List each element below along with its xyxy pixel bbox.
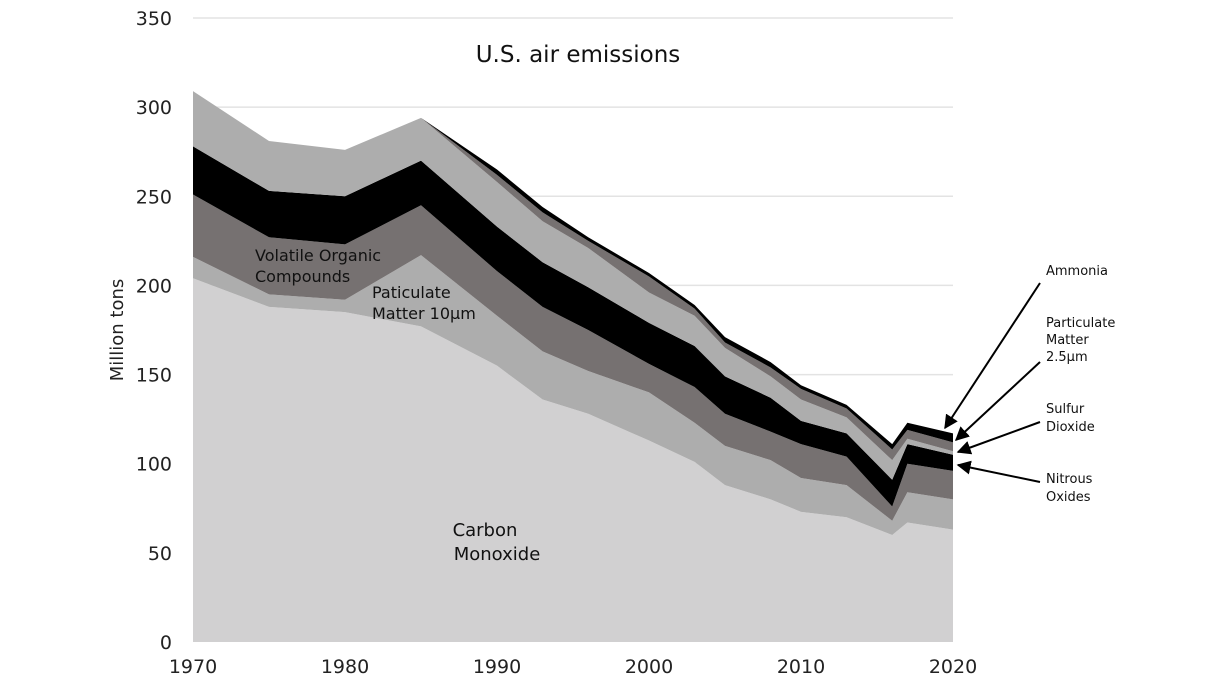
y-tick-label: 150 [136, 365, 172, 387]
area-ammonia [193, 91, 953, 450]
label-line: 2.5µm [1046, 350, 1088, 365]
area-sulfur-dioxide [193, 91, 953, 480]
area-paticulate-matter-10-m [193, 255, 953, 536]
arrow [956, 421, 1041, 455]
label-line: Dioxide [1046, 420, 1095, 435]
arrow [944, 282, 1041, 430]
y-tick-label: 300 [136, 97, 172, 119]
y-tick-label: 0 [160, 632, 172, 654]
x-tick-label: 1990 [473, 656, 521, 678]
label-line: Monoxide [454, 544, 541, 565]
label-line: Paticulate [372, 283, 451, 302]
label-line: Carbon [453, 520, 518, 541]
annotation-nitrous-oxides: Nitrous Oxides [956, 460, 1093, 505]
y-tick-label: 250 [136, 186, 172, 208]
y-tick-label: 200 [136, 275, 172, 297]
y-tick-label: 100 [136, 454, 172, 476]
annotation-sulfur-dioxide: Sulfur Dioxide [956, 402, 1095, 455]
label-carbon-monoxide: Carbon Monoxide [453, 520, 541, 565]
y-tick-label: 350 [136, 8, 172, 30]
chart-title: U.S. air emissions [476, 42, 681, 68]
label-line: Nitrous [1046, 472, 1093, 487]
y-axis-ticks: 0 50 100 150 200 250 300 350 [136, 8, 172, 654]
area-carbon-monoxide [193, 278, 953, 642]
annotation-ammonia: Ammonia [944, 264, 1108, 430]
label-line: Ammonia [1046, 264, 1108, 279]
area-layers [193, 91, 953, 642]
label-line: Volatile Organic [255, 246, 381, 265]
label-line: Matter 10µm [372, 304, 476, 323]
label-line: Matter [1046, 333, 1089, 348]
label-voc: Volatile Organic Compounds [255, 246, 381, 286]
x-tick-label: 2010 [777, 656, 825, 678]
x-tick-label: 1970 [169, 656, 217, 678]
label-line: Compounds [255, 267, 350, 286]
x-tick-label: 2000 [625, 656, 673, 678]
label-pm10: Paticulate Matter 10µm [372, 283, 476, 323]
area-nitrous-oxides [193, 146, 953, 507]
arrow [956, 460, 1041, 483]
area-particulate-matter-2-5-m [193, 91, 953, 461]
x-tick-label: 2020 [929, 656, 977, 678]
annotation-pm25: Particulate Matter 2.5µm [954, 316, 1115, 441]
y-axis-label: Million tons [107, 279, 128, 382]
label-line: Oxides [1046, 490, 1091, 505]
arrow [954, 361, 1041, 441]
area-volatile-organic-compounds [193, 194, 953, 521]
x-tick-label: 1980 [321, 656, 369, 678]
label-line: Sulfur [1046, 402, 1085, 417]
y-tick-label: 50 [148, 543, 172, 565]
label-line: Particulate [1046, 316, 1115, 331]
x-axis-ticks: 1970 1980 1990 2000 2010 2020 [169, 656, 977, 678]
